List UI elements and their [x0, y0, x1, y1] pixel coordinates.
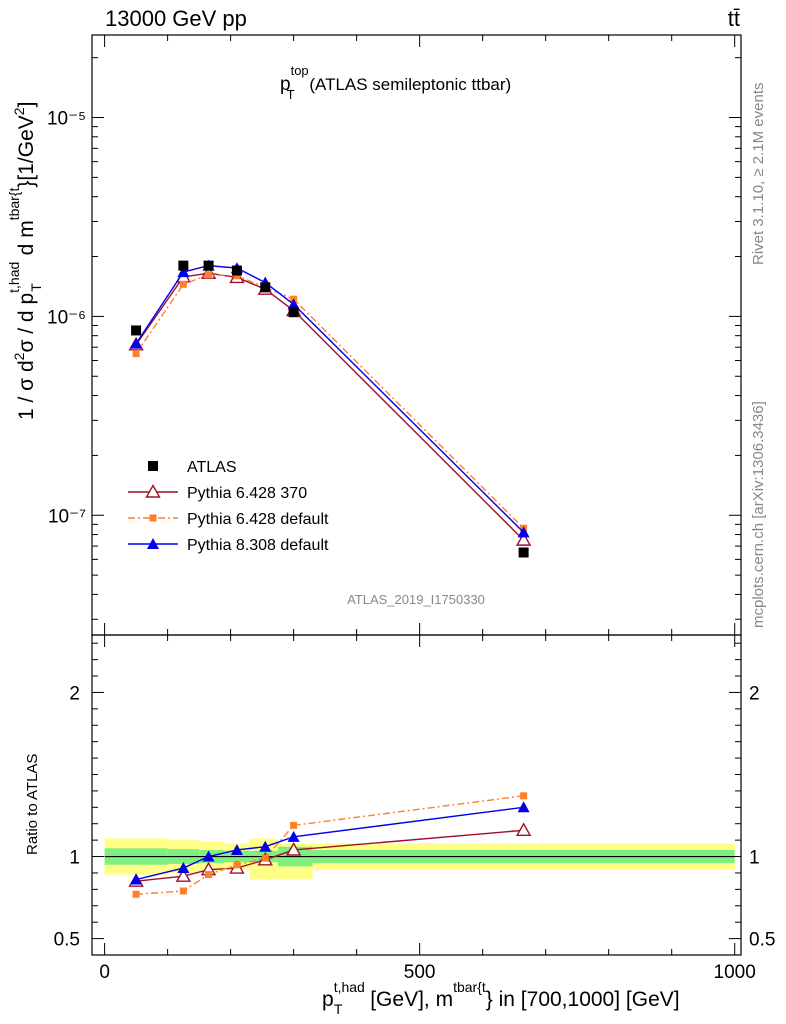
legend-entry: Pythia 6.428 370 [128, 484, 307, 502]
legend-marker [148, 461, 158, 471]
plot-title-main: p [280, 74, 291, 95]
ratio-data-point [179, 887, 187, 895]
mcplots-label: mcplots.cern.ch [arXiv:1306.3436] [750, 401, 767, 628]
main-y-tick-label: 10⁻⁵ [47, 109, 86, 130]
data-point [179, 280, 187, 288]
ratio-plot-frame [91, 634, 742, 956]
legend-marker [145, 484, 161, 498]
ratio-data-point [130, 873, 143, 885]
ratio-series [128, 792, 532, 898]
data-point [260, 282, 271, 293]
main-y-tick-label: 10⁻⁶ [47, 307, 86, 328]
ratio-data-point [515, 822, 532, 836]
main-y-tick-label: 10⁻⁷ [48, 506, 86, 527]
ratio-data-point [132, 890, 140, 898]
data-point [233, 272, 241, 280]
data-point [131, 325, 142, 336]
data-point [287, 298, 300, 310]
ratio-y-tick-label: 0.5 [54, 930, 80, 951]
data-point [517, 526, 530, 538]
ratio-data-point [261, 854, 269, 862]
legend-label: Pythia 6.428 370 [187, 485, 307, 502]
ratio-y-tick-label-right: 1 [749, 848, 760, 869]
header-right-label: tt̄ [728, 6, 740, 31]
data-point [288, 307, 299, 318]
ratio-data-point [290, 821, 298, 829]
ratio-y-tick-label: 2 [69, 683, 80, 704]
data-point [518, 547, 529, 558]
data-point [515, 532, 532, 546]
ratio-y-tick-label-right: 0.5 [749, 930, 775, 951]
data-point [178, 260, 189, 271]
main-panel: 10⁻⁷ 10⁻⁶ 10⁻⁵ ptop T (ATLAS semileptonic t… [6, 34, 742, 636]
ratio-y-tick-label: 1 [69, 848, 80, 869]
plot-title: ptop T (ATLAS semileptonic ttbar) [280, 63, 511, 102]
data-point [177, 266, 190, 278]
legend-entry: Pythia 6.428 default [128, 511, 329, 528]
data-point [203, 260, 214, 271]
data-point [205, 271, 213, 279]
legend-marker [147, 538, 159, 549]
ratio-data-point [205, 871, 213, 879]
plot-title-rest: (ATLAS semileptonic ttbar) [305, 75, 512, 94]
legend-marker [149, 514, 157, 522]
data-point [130, 337, 143, 349]
x-tick-label: 500 [404, 962, 436, 983]
x-tick-label: 1000 [714, 962, 756, 983]
ratio-data-point [175, 868, 192, 882]
main-y-axis-title: 1 / σ d2σ / d pt,had T d mtbar{t}[1/GeV2] [6, 102, 44, 420]
analysis-watermark: ATLAS_2019_I1750330 [347, 592, 485, 607]
ratio-data-point [517, 801, 530, 813]
rivet-label: Rivet 3.1.10, ≥ 2.1M events [750, 83, 767, 266]
legend-label: Pythia 6.428 default [187, 511, 329, 528]
data-point [231, 265, 242, 276]
plot-title-sub: T [287, 87, 295, 102]
plot-title-sup: top [291, 63, 309, 78]
legend-entry: Pythia 8.308 default [128, 537, 329, 554]
x-tick-labels: 0 500 1000 [99, 962, 756, 983]
legend-label: Pythia 8.308 default [187, 537, 329, 554]
legend: ATLAS Pythia 6.428 370 Pythia 6.428 defaul… [128, 459, 329, 554]
ratio-data-point [520, 792, 528, 800]
main-ticks [92, 35, 741, 635]
x-tick-label: 0 [99, 962, 110, 983]
ratio-data-point [285, 842, 302, 856]
ratio-data-point [259, 840, 272, 852]
ratio-uncertainty-bands [104, 838, 735, 880]
ratio-ticks [92, 635, 741, 955]
ratio-data-point [233, 861, 241, 869]
ratio-data-point [230, 843, 243, 855]
ratio-data-point [202, 850, 215, 862]
main-series [128, 259, 532, 558]
main-y-tick-labels: 10⁻⁷ 10⁻⁶ 10⁻⁵ [47, 109, 86, 528]
legend-label: ATLAS [187, 459, 237, 476]
data-point [132, 350, 140, 358]
ratio-y-axis-title: Ratio to ATLAS [24, 754, 41, 855]
legend-entry: ATLAS [148, 459, 237, 476]
ratio-y-tick-label-right: 2 [749, 683, 760, 704]
x-axis-title: pt,had T [GeV], mtbar{t} in [700,1000] [G… [322, 979, 680, 1017]
ratio-y-tick-labels: 0.5 0.5 1 1 2 2 [54, 683, 776, 950]
ratio-data-point [177, 862, 190, 874]
header-left-label: 13000 GeV pp [105, 6, 247, 31]
ratio-data-point [287, 830, 300, 842]
ratio-panel: 0.5 0.5 1 1 2 2 0 500 1000 Ratio to ATLAS pt,ha… [24, 634, 776, 1017]
